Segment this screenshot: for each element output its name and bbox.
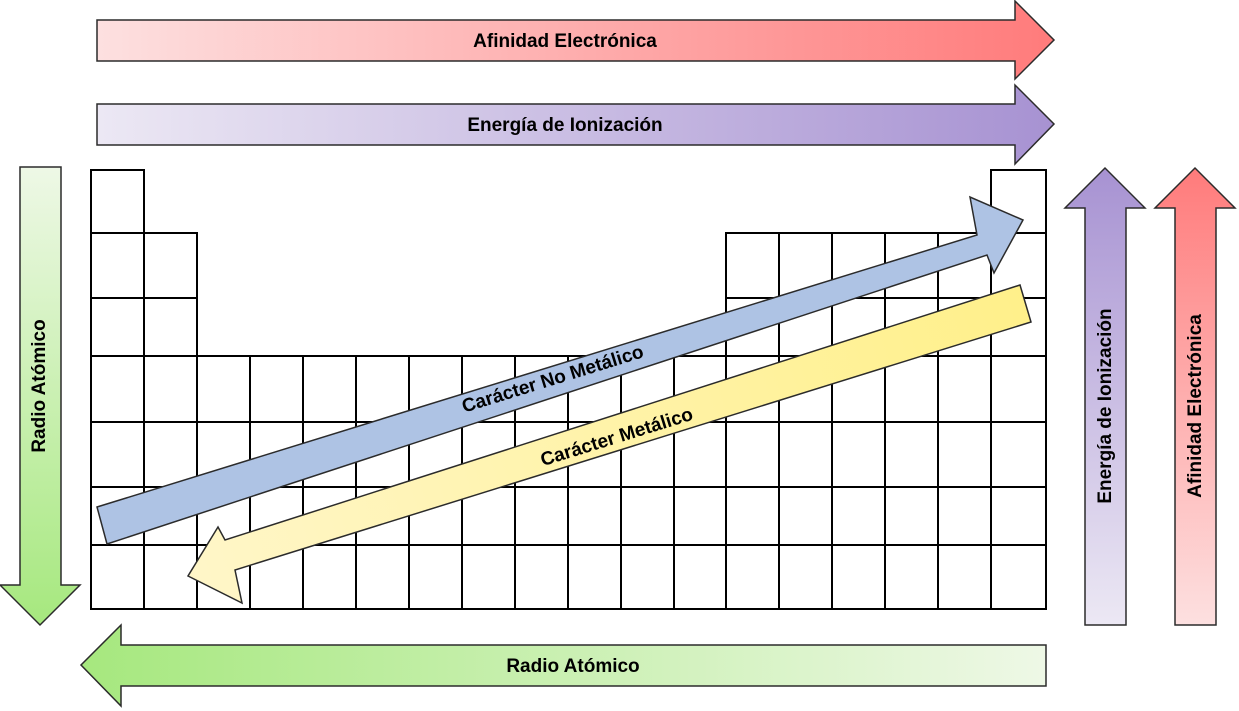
- affinity-arrow-right: Afinidad Electrónica: [1153, 166, 1237, 626]
- table-cell: [778, 421, 833, 488]
- table-cell: [673, 544, 727, 610]
- table-cell: [143, 297, 198, 357]
- table-cell: [884, 544, 939, 610]
- table-cell: [143, 421, 198, 488]
- table-cell: [990, 355, 1047, 423]
- table-cell: [990, 421, 1047, 488]
- table-cell: [620, 486, 675, 546]
- ionization-label-top: Energía de Ionización: [467, 115, 662, 136]
- table-cell: [249, 355, 304, 423]
- table-cell: [90, 355, 145, 423]
- radius-label-left: Radio Atómico: [29, 319, 50, 452]
- table-cell: [725, 486, 780, 546]
- table-cell: [778, 544, 833, 610]
- table-cell: [143, 355, 198, 423]
- table-cell: [567, 544, 622, 610]
- table-cell: [90, 544, 145, 610]
- affinity-label-top: Afinidad Electrónica: [473, 31, 657, 52]
- table-cell: [355, 355, 410, 423]
- table-cell: [937, 486, 992, 546]
- affinity-label-right: Afinidad Electrónica: [1185, 314, 1206, 498]
- table-cell: [937, 355, 992, 423]
- ionization-arrow-right: Energía de Ionización: [1063, 166, 1147, 626]
- table-cell: [90, 297, 145, 357]
- table-cell: [90, 421, 145, 488]
- table-cell: [884, 355, 939, 423]
- table-cell: [778, 486, 833, 546]
- table-cell: [725, 421, 780, 488]
- table-cell: [831, 421, 886, 488]
- table-cell: [620, 544, 675, 610]
- table-cell: [831, 544, 886, 610]
- table-cell: [567, 486, 622, 546]
- table-cell: [302, 355, 357, 423]
- table-cell: [461, 544, 516, 610]
- table-cell: [725, 544, 780, 610]
- table-cell: [302, 544, 357, 610]
- table-cell: [937, 421, 992, 488]
- table-cell: [990, 544, 1047, 610]
- table-cell: [937, 544, 992, 610]
- affinity-arrow-top: Afinidad Electrónica: [96, 0, 1056, 81]
- table-cell: [90, 232, 145, 299]
- table-cell: [90, 169, 145, 234]
- table-cell: [884, 421, 939, 488]
- table-cell: [355, 544, 410, 610]
- table-cell: [831, 486, 886, 546]
- table-cell: [725, 232, 780, 299]
- table-cell: [143, 232, 198, 299]
- table-cell: [408, 544, 463, 610]
- ionization-label-right: Energía de Ionización: [1095, 308, 1116, 503]
- radius-label-bottom: Radio Atómico: [506, 656, 639, 677]
- table-cell: [196, 355, 251, 423]
- table-cell: [673, 486, 727, 546]
- table-cell: [143, 544, 198, 610]
- table-cell: [990, 486, 1047, 546]
- table-cell: [514, 486, 569, 546]
- ionization-arrow-top: Energía de Ionización: [96, 83, 1056, 166]
- table-cell: [884, 486, 939, 546]
- radius-arrow-left: Radio Atómico: [0, 166, 82, 627]
- table-cell: [673, 421, 727, 488]
- table-cell: [514, 544, 569, 610]
- radius-arrow-bottom: Radio Atómico: [79, 623, 1047, 708]
